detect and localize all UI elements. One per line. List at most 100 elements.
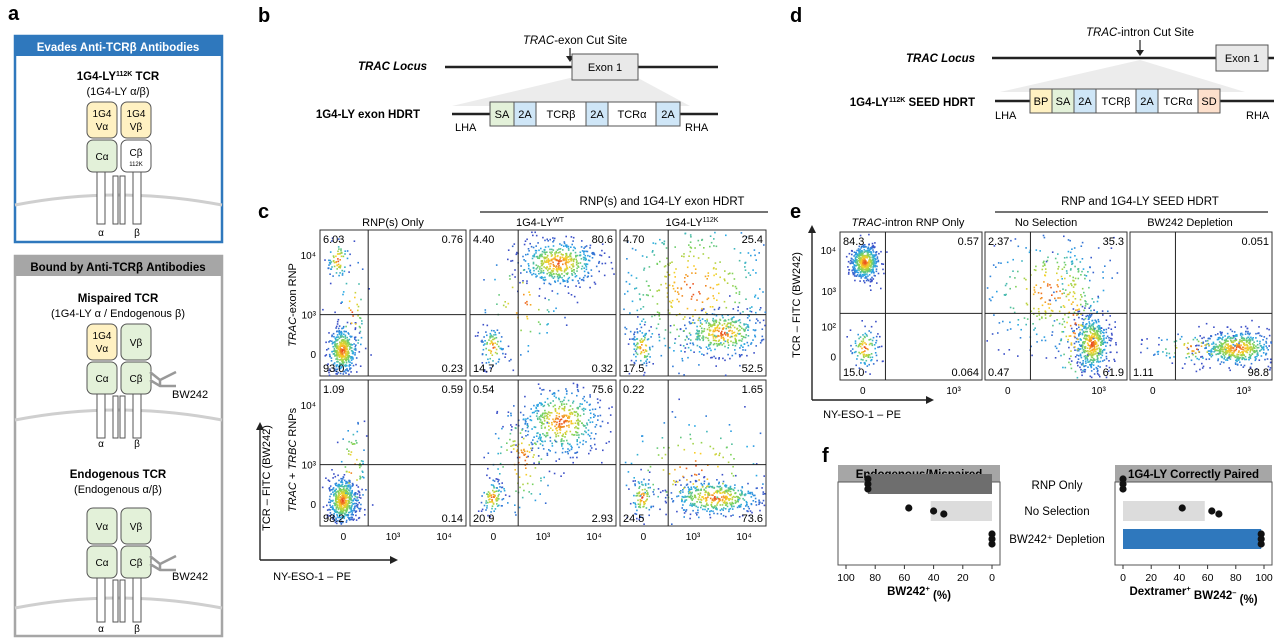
flow-event-point [754, 334, 756, 337]
flow-event-point [639, 298, 641, 300]
flow-event-point [643, 371, 646, 374]
flow-event-point [541, 250, 544, 253]
flow-event-point [867, 356, 870, 358]
flow-event-point [342, 347, 345, 349]
flow-event-point [671, 261, 673, 263]
flow-event-point [726, 505, 729, 508]
flow-event-point [644, 337, 646, 339]
flow-event-point [560, 260, 563, 262]
flow-event-point [727, 344, 730, 346]
flow-event-point [333, 510, 336, 512]
flow-event-point [731, 317, 734, 319]
flow-event-point [695, 338, 697, 341]
flow-event-point [863, 281, 866, 284]
flow-event-point [868, 363, 870, 366]
flow-event-point [550, 262, 552, 265]
flow-event-point [547, 484, 549, 487]
flow-event-point [1086, 347, 1089, 349]
flow-event-point [870, 353, 873, 355]
flow-event-point [653, 254, 656, 256]
flow-event-point [523, 448, 525, 451]
flow-event-point [721, 508, 723, 510]
tcr2-cd3-a [112, 395, 119, 439]
flow-event-point [346, 352, 349, 355]
flow-event-point [543, 282, 545, 285]
flow-event-point [344, 505, 347, 508]
flow-event-point [566, 279, 569, 282]
flow-event-point [507, 302, 510, 305]
flow-event-point [683, 374, 685, 376]
flow-event-point [583, 247, 585, 249]
flow-event-point [1080, 339, 1082, 341]
flow-event-point [354, 345, 357, 348]
quadrant-lower-left: 14.7 [473, 363, 494, 375]
flow-event-point [336, 503, 338, 506]
flow-event-point [713, 506, 715, 509]
flow-event-point [572, 259, 575, 262]
flow-event-point [853, 269, 856, 271]
flow-event-point [631, 300, 634, 303]
flow-event-point [705, 336, 707, 339]
flow-event-point [625, 280, 628, 283]
flow-event-point [720, 334, 722, 337]
flow-event-point [739, 329, 741, 331]
flow-event-point [578, 434, 580, 436]
flow-event-point [588, 452, 590, 455]
flow-event-point [359, 508, 361, 510]
flow-event-point [701, 486, 704, 488]
flow-event-point [1079, 366, 1081, 369]
flow-event-point [327, 363, 329, 365]
flow-event-point [714, 327, 716, 329]
flow-event-point [329, 340, 331, 342]
quadrant-upper-left: 4.70 [623, 234, 644, 246]
flow-event-point [701, 323, 703, 325]
e-group-title: RNP and 1G4-LY SEED HDRT [1061, 196, 1219, 208]
tcr2-vbeta [120, 323, 152, 361]
flow-event-point [1101, 351, 1104, 353]
flow-event-point [510, 451, 513, 453]
flow-event-point [738, 506, 741, 508]
quadrant-upper-left: 1.09 [323, 384, 344, 396]
flow-event-point [560, 244, 563, 246]
flow-event-point [1105, 331, 1108, 334]
flow-event-point [328, 501, 330, 504]
flow-event-point [676, 328, 678, 331]
flow-event-point [706, 352, 709, 355]
flow-event-point [501, 498, 503, 501]
flow-event-point [674, 246, 676, 248]
c-col-title-1: RNP(s) Only [362, 217, 424, 229]
flow-event-point [539, 272, 542, 274]
flow-event-point [1076, 362, 1078, 364]
x-tick-label: 10⁴ [436, 532, 451, 543]
flow-event-point [678, 372, 680, 375]
flow-event-point [490, 335, 493, 337]
flow-event-point [644, 483, 647, 485]
flow-event-point [643, 362, 645, 364]
flow-event-point [584, 430, 586, 433]
flow-event-point [489, 494, 491, 496]
flow-event-point [551, 254, 553, 256]
flow-event-point [348, 450, 350, 452]
flow-event-point [342, 355, 344, 357]
flow-event-point [636, 331, 639, 333]
flow-event-point [700, 327, 703, 330]
flow-event-point [1090, 359, 1093, 361]
flow-event-point [639, 323, 641, 326]
flow-event-point [657, 323, 660, 325]
flow-event-point [342, 356, 344, 359]
flow-event-point [526, 426, 529, 429]
flow-event-point [335, 261, 338, 263]
flow-event-point [652, 483, 654, 486]
flow-event-point [747, 344, 750, 347]
flow-event-point [557, 259, 560, 262]
flow-event-point [350, 322, 353, 324]
flow-event-point [648, 471, 651, 473]
flow-event-point [331, 240, 333, 242]
flow-event-point [854, 264, 856, 267]
e-x-arrowhead [926, 396, 934, 404]
flow-event-point [337, 516, 339, 519]
flow-event-point [647, 294, 649, 297]
flow-event-point [1078, 310, 1081, 313]
flow-event-point [493, 330, 495, 332]
flow-event-point [1096, 370, 1099, 373]
